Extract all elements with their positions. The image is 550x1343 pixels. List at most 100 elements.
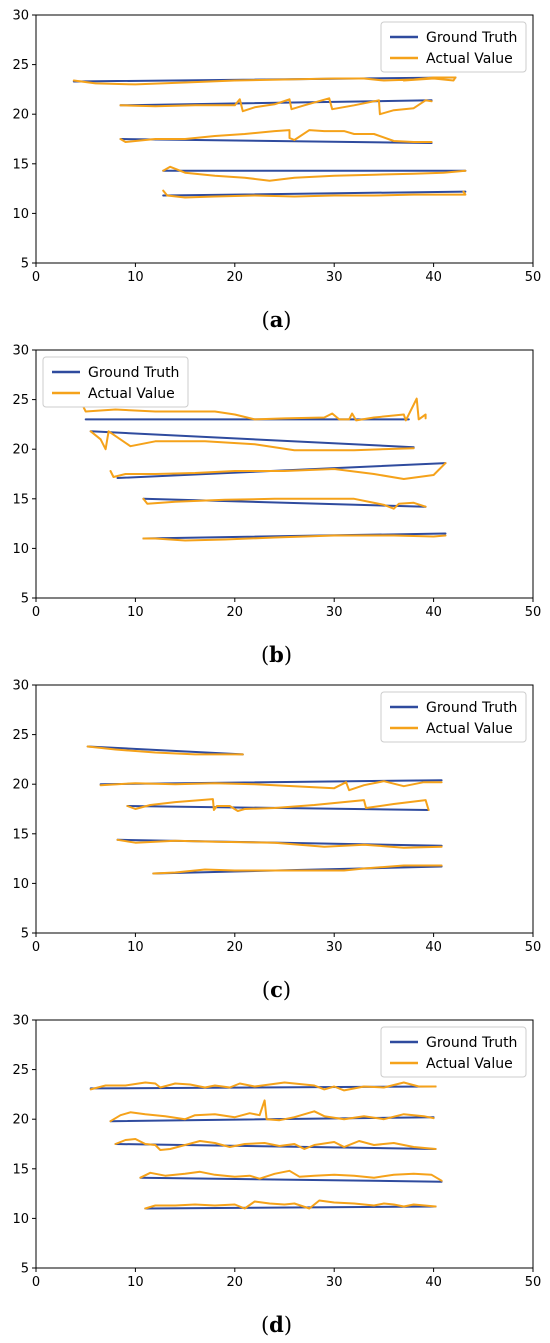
y-tick-label: 20 (12, 108, 29, 123)
series-line (142, 497, 427, 510)
x-tick-label: 30 (326, 940, 343, 955)
series-line (142, 497, 427, 508)
x-tick-label: 40 (425, 1275, 442, 1290)
y-tick-label: 25 (12, 58, 29, 73)
series-line (109, 1099, 435, 1123)
legend-frame (42, 356, 189, 408)
x-tick-label: 0 (32, 270, 40, 285)
chart-panel-a: 0 10 20 30 40 50 5 10 15 20 25 30 Ground Truth Actual… (12, 9, 541, 333)
legend-label: Actual Value (88, 386, 175, 402)
y-tick-label: 5 (21, 592, 29, 607)
y-tick-label: 30 (12, 9, 29, 24)
plot-frame (35, 14, 534, 264)
x-tick-label: 50 (525, 270, 542, 285)
plot-frame (35, 1019, 534, 1269)
series-line (139, 1169, 443, 1182)
y-tick-label: 10 (12, 1212, 29, 1227)
series-line (119, 129, 433, 143)
legend-label: Actual Value (426, 721, 513, 737)
y-tick-label: 20 (12, 778, 29, 793)
y-tick-label: 25 (12, 728, 29, 743)
series-actual-value (72, 76, 467, 199)
series-line (116, 838, 443, 849)
plot-frame (35, 349, 534, 599)
y-tick-label: 30 (12, 1014, 29, 1029)
x-tick-label: 50 (525, 605, 542, 620)
series-line (89, 430, 415, 449)
x-tick-label: 20 (227, 940, 244, 955)
series-line (89, 430, 415, 452)
legend-label: Ground Truth (426, 700, 517, 716)
x-tick-label: 0 (32, 605, 40, 620)
series-line (114, 1138, 437, 1151)
y-tick-label: 20 (12, 1113, 29, 1128)
series-line (99, 780, 443, 792)
x-tick-label: 10 (127, 1275, 144, 1290)
x-tick-label: 10 (127, 605, 144, 620)
series-actual-value (89, 1081, 443, 1210)
series-line (162, 165, 467, 182)
x-tick-label: 40 (425, 605, 442, 620)
panel-caption: (c) (262, 977, 291, 1002)
series-line (109, 462, 447, 480)
x-tick-label: 40 (425, 270, 442, 285)
x-tick-label: 20 (227, 270, 244, 285)
x-tick-label: 0 (32, 1275, 40, 1290)
series-line (152, 864, 443, 875)
x-tick-label: 50 (525, 1275, 542, 1290)
series-ground-truth (84, 418, 447, 540)
y-tick-label: 15 (12, 827, 29, 842)
legend-frame (380, 691, 527, 743)
series-line (86, 745, 244, 756)
series-line (119, 97, 433, 116)
x-tick-label: 40 (425, 940, 442, 955)
x-tick-label: 0 (32, 940, 40, 955)
legend-label: Actual Value (426, 51, 513, 67)
legend-label: Ground Truth (426, 1035, 517, 1051)
series-actual-value (86, 745, 443, 875)
series-line (126, 798, 430, 812)
y-tick-label: 15 (12, 492, 29, 507)
x-tick-label: 10 (127, 270, 144, 285)
chart-panel-c: 0 10 20 30 40 50 5 10 15 20 25 30 Ground Truth Actual… (12, 679, 541, 1003)
series-line (162, 190, 467, 197)
series-actual-value (82, 397, 447, 542)
x-tick-label: 30 (326, 270, 343, 285)
legend: Ground Truth Actual Value (42, 356, 189, 408)
series-line (139, 1176, 443, 1183)
series-line (144, 1199, 437, 1210)
y-tick-label: 15 (12, 157, 29, 172)
y-tick-label: 10 (12, 542, 29, 557)
x-tick-label: 20 (227, 1275, 244, 1290)
legend: Ground Truth Actual Value (380, 691, 527, 743)
plot-frame (35, 684, 534, 934)
legend-frame (380, 21, 527, 73)
series-line (89, 1081, 437, 1092)
series-line (82, 397, 427, 422)
series-line (114, 1143, 437, 1150)
legend-label: Actual Value (426, 1056, 513, 1072)
legend: Ground Truth Actual Value (380, 21, 527, 73)
legend: Ground Truth Actual Value (380, 1026, 527, 1078)
legend-frame (380, 1026, 527, 1078)
x-tick-label: 10 (127, 940, 144, 955)
y-tick-label: 25 (12, 1063, 29, 1078)
series-ground-truth (86, 745, 443, 875)
x-tick-label: 20 (227, 605, 244, 620)
series-line (142, 534, 447, 542)
y-tick-label: 10 (12, 207, 29, 222)
panel-caption: (d) (261, 1312, 292, 1337)
chart-panel-d: 0 10 20 30 40 50 5 10 15 20 25 30 Ground Truth Actual… (12, 1014, 541, 1338)
legend-label: Ground Truth (88, 365, 179, 381)
legend-label: Ground Truth (426, 30, 517, 46)
y-tick-label: 20 (12, 443, 29, 458)
panel-caption: (a) (261, 307, 291, 332)
y-tick-label: 5 (21, 1262, 29, 1277)
y-tick-label: 15 (12, 1162, 29, 1177)
x-tick-label: 30 (326, 605, 343, 620)
series-ground-truth (89, 1085, 443, 1210)
panel-caption: (b) (261, 642, 292, 667)
chart-panel-b: 0 10 20 30 40 50 5 10 15 20 25 30 Ground Truth Actual… (12, 344, 541, 668)
x-tick-label: 30 (326, 1275, 343, 1290)
